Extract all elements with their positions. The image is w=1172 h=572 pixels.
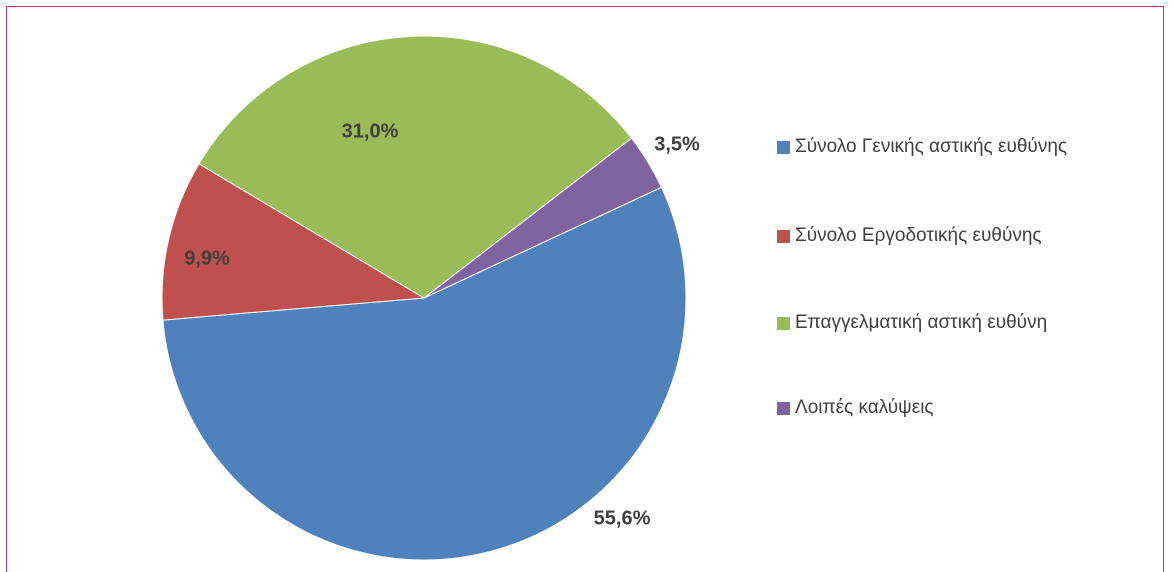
legend-item: Σύνολο Εργοδοτικής ευθύνης: [777, 221, 1155, 251]
legend-swatch: [777, 317, 790, 330]
legend-label: Σύνολο Γενικής αστικής ευθύνης: [795, 136, 1068, 157]
pie-slice: [198, 35, 633, 299]
legend-swatch: [777, 141, 790, 154]
pie-slice: [423, 137, 663, 299]
legend-swatch: [777, 402, 790, 415]
legend-item: Επαγγελματική αστική ευθύνη: [777, 308, 1155, 338]
legend-label: Λοιπές καλύψεις: [795, 397, 934, 418]
legend-label: Επαγγελματική αστική ευθύνη: [795, 312, 1048, 333]
data-label: 31,0%: [342, 120, 399, 142]
legend-swatch: [777, 230, 790, 243]
legend-label: Σύνολο Εργοδοτικής ευθύνης: [795, 225, 1042, 246]
data-label: 9,9%: [184, 247, 230, 269]
pie-slice: [161, 163, 426, 321]
legend-item: Σύνολο Γενικής αστικής ευθύνης: [777, 132, 1155, 162]
data-label: 3,5%: [654, 133, 700, 155]
data-label: 55,6%: [594, 507, 651, 529]
pie-slice: [162, 186, 687, 561]
chart-border: [6, 6, 1164, 572]
legend-item: Λοιπές καλύψεις: [777, 393, 1155, 423]
